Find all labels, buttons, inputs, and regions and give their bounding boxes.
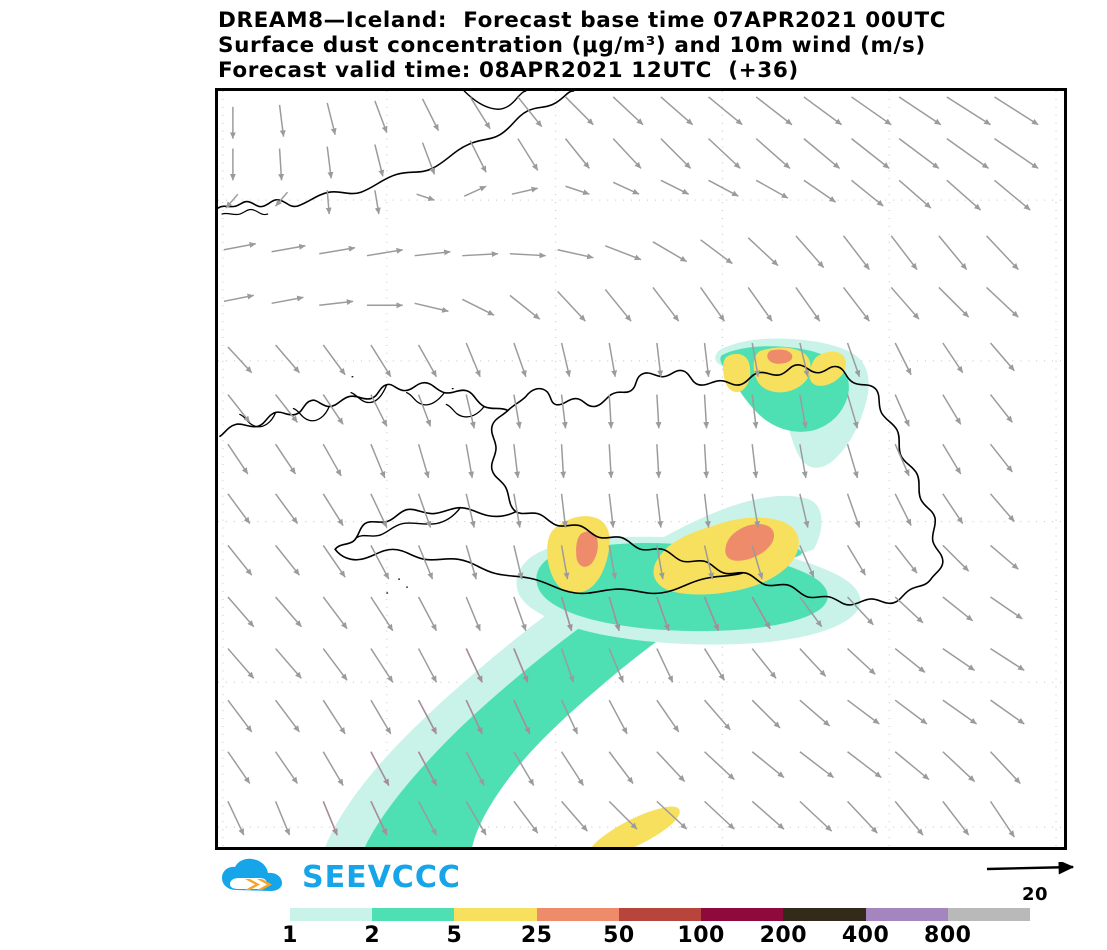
coastline-interior-marks	[351, 376, 454, 594]
coastline-snaefellsnes	[356, 506, 461, 539]
colorbar-tick-800: 800	[924, 923, 972, 948]
colorbar-tick-labels: 1 2 5 25 50 100 200 400 800	[282, 921, 1030, 949]
wind-vector-field	[223, 96, 1039, 838]
colorbar-band-9[interactable]	[947, 908, 1030, 921]
coastline-greenland	[218, 91, 575, 209]
colorbar-tick-2: 2	[364, 923, 381, 948]
wind-row-1	[229, 96, 1039, 139]
wind-row-10	[227, 544, 1019, 580]
wind-reference-arrow-icon	[986, 860, 1075, 875]
colorbar-tick-200: 200	[759, 923, 808, 948]
colorbar-band-3[interactable]	[454, 908, 537, 921]
colorbar-band-7[interactable]	[783, 908, 866, 921]
colorbar-strip[interactable]	[290, 908, 1030, 921]
dust-concentration-field	[325, 338, 869, 847]
dust-peak-south-west	[576, 531, 598, 567]
wind-row-3	[225, 179, 1031, 215]
coastline-greenland-detail	[221, 208, 269, 216]
map-frame[interactable]	[215, 88, 1067, 850]
colorbar-band-2[interactable]	[372, 908, 455, 921]
colorbar-band-5[interactable]	[618, 908, 702, 921]
wind-row-4	[223, 235, 1019, 271]
wind-vector-field-over-dust	[322, 596, 771, 836]
wind-row-7	[227, 394, 1013, 429]
coastline-westfjords-fjords	[239, 384, 485, 428]
colorbar-band-4[interactable]	[536, 908, 619, 921]
title-block: DREAM8—Iceland: Forecast base time 07APR…	[218, 8, 1078, 83]
dust-peak-ne-mid	[767, 349, 793, 364]
title-line-model-basetime: DREAM8—Iceland: Forecast base time 07APR…	[218, 8, 947, 33]
coastline-south	[334, 548, 744, 595]
colorbar-tick-5: 5	[446, 923, 463, 948]
wind-row-8	[227, 443, 1013, 479]
colorbar-band-8[interactable]	[865, 908, 948, 921]
title-line-variable: Surface dust concentration (μg/m³) and 1…	[218, 33, 926, 58]
title-line-validtime: Forecast valid time: 08APR2021 12UTC (+3…	[218, 58, 799, 83]
wind-row-13	[227, 699, 1025, 735]
coastline-greenland-tip	[463, 91, 527, 110]
colorbar-tick-100: 100	[677, 923, 725, 948]
wind-reference-vector: 20	[985, 860, 1085, 905]
colorbar-tick-400: 400	[841, 923, 890, 948]
dust-peak-south-east	[725, 524, 775, 561]
coastline-iceland	[490, 364, 944, 606]
wind-reference-value: 20	[1021, 884, 1049, 905]
colorbar-tick-50: 50	[603, 923, 635, 948]
wind-row-2	[229, 138, 1039, 181]
cloud-arrow-icon	[222, 858, 282, 891]
map-canvas[interactable]	[218, 91, 1064, 847]
wind-row-9	[227, 493, 1015, 528]
colorbar-band-1[interactable]	[290, 908, 373, 921]
colorbar-tick-25: 25	[520, 923, 553, 948]
wind-row-14	[227, 751, 1021, 786]
colorbar[interactable]: 1 2 5 25 50 100 200 400 800	[282, 908, 1030, 949]
colorbar-tick-1: 1	[282, 923, 298, 948]
seevccc-logo: SEEVCCC	[220, 858, 461, 898]
dust-contour-level-2	[364, 541, 802, 847]
colorbar-band-6[interactable]	[701, 908, 784, 921]
wind-row-6	[227, 342, 1015, 378]
dust-hotspot-ne-mid	[753, 347, 811, 393]
wind-row-11	[227, 596, 1023, 632]
wind-row-5	[223, 286, 1019, 322]
coastline-westfjords	[219, 381, 509, 438]
seevccc-logo-text: SEEVCCC	[302, 860, 461, 895]
